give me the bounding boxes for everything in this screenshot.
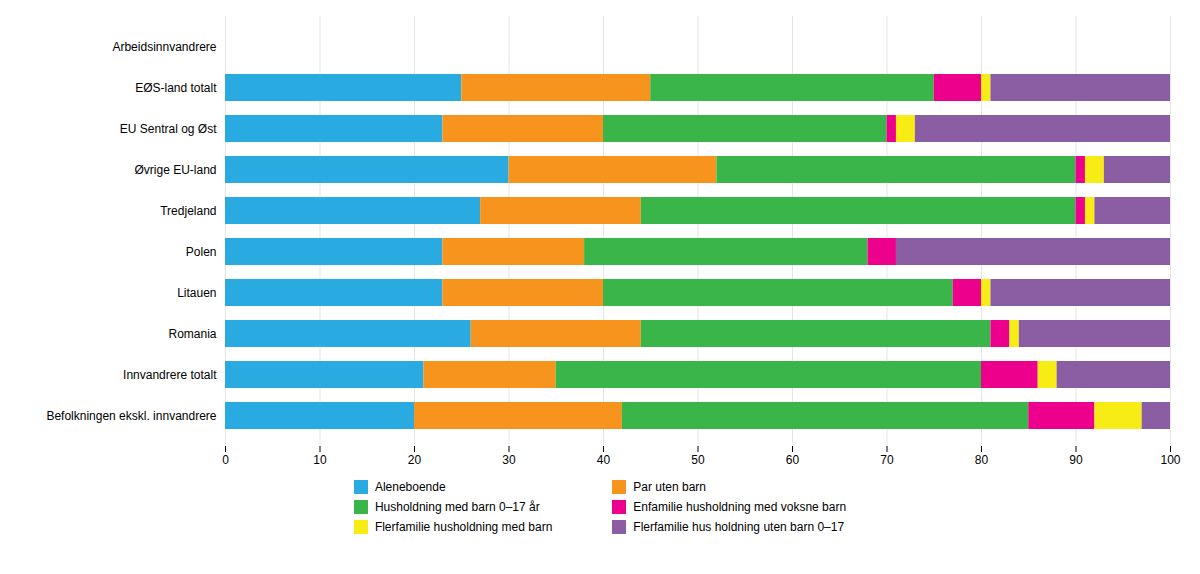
svg-text:Befolkningen ekskl. innvandrer: Befolkningen ekskl. innvandrere <box>46 409 216 423</box>
svg-text:Arbeidsinnvandrere: Arbeidsinnvandrere <box>112 40 216 54</box>
html-text:Par uten barn: Par uten barn <box>633 480 706 494</box>
svg-text:EU Sentral og Øst: EU Sentral og Øst <box>120 122 217 136</box>
svg-text:70: 70 <box>880 453 894 467</box>
svg-text:80: 80 <box>975 453 989 467</box>
html-text:Flerfamilie hus holdning uten: Flerfamilie hus holdning uten barn 0–17 <box>633 520 845 534</box>
svg-text:100: 100 <box>1160 453 1180 467</box>
svg-text:Romania: Romania <box>168 327 216 341</box>
svg-text:50: 50 <box>691 453 705 467</box>
svg-text:10: 10 <box>313 453 327 467</box>
svg-text:30: 30 <box>502 453 516 467</box>
svg-text:Litauen: Litauen <box>177 286 216 300</box>
svg-text:Øvrige EU-land: Øvrige EU-land <box>134 163 216 177</box>
html-text:Flerfamilie husholdning med ba: Flerfamilie husholdning med barn <box>374 520 553 534</box>
svg-text:90: 90 <box>1069 453 1083 467</box>
html-text:Aleneboende: Aleneboende <box>374 480 446 494</box>
svg-text:60: 60 <box>786 453 800 467</box>
svg-text:0: 0 <box>222 453 229 467</box>
html-text:Husholdning med barn 0–17 år: Husholdning med barn 0–17 år <box>374 500 540 514</box>
svg-text:Polen: Polen <box>186 245 217 259</box>
svg-text:EØS-land totalt: EØS-land totalt <box>135 81 217 95</box>
svg-text:Innvandrere totalt: Innvandrere totalt <box>123 368 217 382</box>
svg-text:Tredjeland: Tredjeland <box>160 204 216 218</box>
html-text:Enfamilie husholdning med voks: Enfamilie husholdning med voksne barn <box>633 500 847 514</box>
svg-text:40: 40 <box>597 453 611 467</box>
svg-text:20: 20 <box>408 453 422 467</box>
